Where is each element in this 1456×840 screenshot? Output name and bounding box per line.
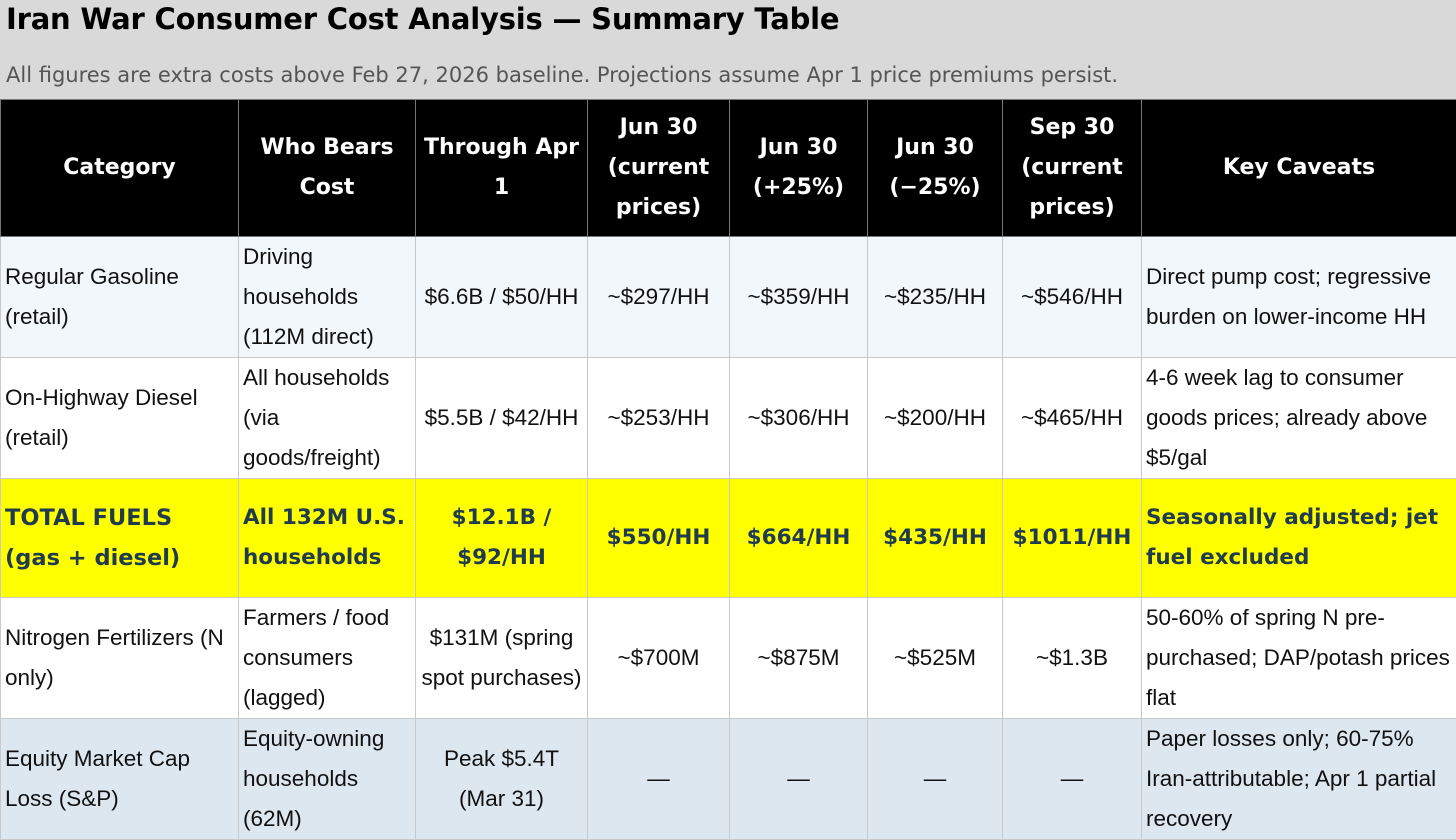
cell-jun-30-current: ~$700M — [588, 598, 730, 719]
cell-jun-30-minus-25: ~$235/HH — [868, 237, 1003, 358]
cell-sep-30-current: $1011/HH — [1003, 479, 1142, 598]
column-header-who-bears-cost: Who Bears Cost — [239, 100, 416, 237]
cell-jun-30-minus-25: ~$525M — [868, 598, 1003, 719]
cell-jun-30-plus-25: — — [730, 719, 868, 840]
column-header-category: Category — [1, 100, 239, 237]
page-title: Iran War Consumer Cost Analysis — Summar… — [6, 2, 839, 36]
page-header: Iran War Consumer Cost Analysis — Summar… — [0, 0, 1456, 99]
column-header-through-apr-1: Through Apr 1 — [416, 100, 588, 237]
cell-key-caveats: Paper losses only; 60-75% Iran-attributa… — [1142, 719, 1456, 840]
cell-jun-30-current: — — [588, 719, 730, 840]
cell-sep-30-current: — — [1003, 719, 1142, 840]
cell-sep-30-current: ~$546/HH — [1003, 237, 1142, 358]
cell-through-apr-1: $5.5B / $42/HH — [416, 358, 588, 479]
cell-jun-30-plus-25: $664/HH — [730, 479, 868, 598]
column-header-jun-30-plus-25: Jun 30 (+25%) — [730, 100, 868, 237]
cell-category: Equity Market Cap Loss (S&P) — [1, 719, 239, 840]
table-row-nitrogen-fertilizers: Nitrogen Fertilizers (N only) Farmers / … — [1, 598, 1456, 719]
cell-jun-30-minus-25: — — [868, 719, 1003, 840]
cell-sep-30-current: ~$465/HH — [1003, 358, 1142, 479]
cell-category: Regular Gasoline (retail) — [1, 237, 239, 358]
table-row-equity-market-cap: Equity Market Cap Loss (S&P) Equity-owni… — [1, 719, 1456, 840]
table-row-gasoline: Regular Gasoline (retail) Driving househ… — [1, 237, 1456, 358]
cell-who-bears-cost: All households (via goods/freight) — [239, 358, 416, 479]
cell-key-caveats: 4-6 week lag to consumer goods prices; a… — [1142, 358, 1456, 479]
column-header-jun-30-minus-25: Jun 30 (−25%) — [868, 100, 1003, 237]
cell-key-caveats: Direct pump cost; regressive burden on l… — [1142, 237, 1456, 358]
cell-category: Nitrogen Fertilizers (N only) — [1, 598, 239, 719]
cell-jun-30-plus-25: ~$306/HH — [730, 358, 868, 479]
cell-jun-30-current: ~$253/HH — [588, 358, 730, 479]
table-row-diesel: On-Highway Diesel (retail) All household… — [1, 358, 1456, 479]
cell-who-bears-cost: All 132M U.S. households — [239, 479, 416, 598]
cell-who-bears-cost: Equity-owning households (62M) — [239, 719, 416, 840]
page-subtitle: All figures are extra costs above Feb 27… — [6, 63, 1118, 87]
cell-jun-30-current: $550/HH — [588, 479, 730, 598]
column-header-sep-30-current: Sep 30 (current prices) — [1003, 100, 1142, 237]
cell-through-apr-1: $131M (spring spot purchases) — [416, 598, 588, 719]
cell-jun-30-current: ~$297/HH — [588, 237, 730, 358]
summary-table: Category Who Bears Cost Through Apr 1 Ju… — [0, 99, 1456, 840]
cell-key-caveats: Seasonally adjusted; jet fuel excluded — [1142, 479, 1456, 598]
cell-who-bears-cost: Farmers / food consumers (lagged) — [239, 598, 416, 719]
table-header-row: Category Who Bears Cost Through Apr 1 Ju… — [1, 100, 1456, 237]
cell-through-apr-1: $12.1B / $92/HH — [416, 479, 588, 598]
cell-who-bears-cost: Driving households (112M direct) — [239, 237, 416, 358]
cell-jun-30-minus-25: ~$200/HH — [868, 358, 1003, 479]
column-header-jun-30-current: Jun 30 (current prices) — [588, 100, 730, 237]
cell-jun-30-minus-25: $435/HH — [868, 479, 1003, 598]
cell-jun-30-plus-25: ~$875M — [730, 598, 868, 719]
column-header-key-caveats: Key Caveats — [1142, 100, 1456, 237]
cell-jun-30-plus-25: ~$359/HH — [730, 237, 868, 358]
cell-sep-30-current: ~$1.3B — [1003, 598, 1142, 719]
table-row-total-fuels: TOTAL FUELS (gas + diesel) All 132M U.S.… — [1, 479, 1456, 598]
cell-through-apr-1: Peak $5.4T (Mar 31) — [416, 719, 588, 840]
cell-category: TOTAL FUELS (gas + diesel) — [1, 479, 239, 598]
cell-through-apr-1: $6.6B / $50/HH — [416, 237, 588, 358]
cell-key-caveats: 50-60% of spring N pre-purchased; DAP/po… — [1142, 598, 1456, 719]
cell-category: On-Highway Diesel (retail) — [1, 358, 239, 479]
